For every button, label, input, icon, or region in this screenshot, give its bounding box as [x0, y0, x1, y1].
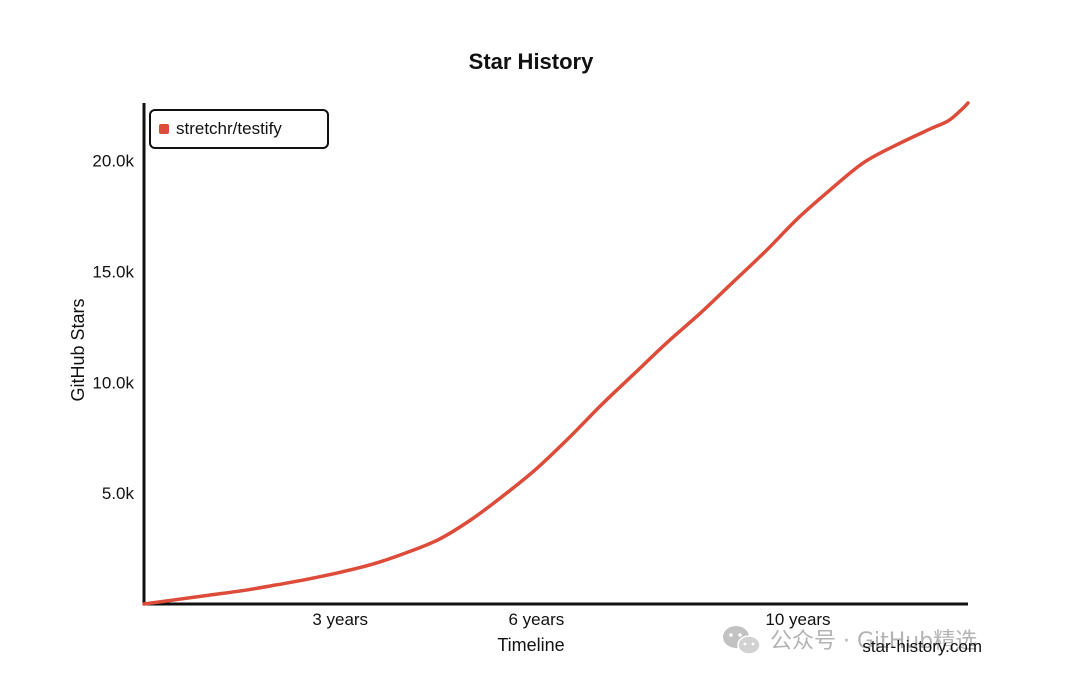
chart-title: Star History — [469, 49, 594, 74]
x-axis-label: Timeline — [497, 635, 564, 655]
credit-text: star-history.com — [862, 637, 982, 656]
x-tick-labels: 3 years 6 years 10 years — [312, 610, 830, 629]
y-tick-label: 10.0k — [92, 373, 134, 392]
legend: stretchr/testify — [149, 109, 329, 149]
y-tick-label: 15.0k — [92, 262, 134, 281]
x-tick-label: 10 years — [765, 610, 830, 629]
x-tick-label: 6 years — [509, 610, 565, 629]
legend-swatch — [159, 124, 169, 134]
y-tick-label: 20.0k — [92, 152, 134, 171]
legend-label: stretchr/testify — [176, 119, 282, 138]
legend-box — [149, 109, 329, 149]
x-tick-label: 3 years — [312, 610, 368, 629]
watermark-text: 公众号 · GitHub精选 — [770, 629, 977, 654]
y-axis-label: GitHub Stars — [68, 298, 88, 401]
y-tick-labels: 5.0k 10.0k 15.0k 20.0k — [92, 152, 134, 504]
wechat-icon — [723, 626, 761, 655]
series-layer — [142, 101, 970, 606]
y-tick-label: 5.0k — [102, 484, 135, 503]
series-line-0 — [142, 101, 970, 606]
watermark: 公众号 · GitHub精选 — [723, 626, 977, 655]
